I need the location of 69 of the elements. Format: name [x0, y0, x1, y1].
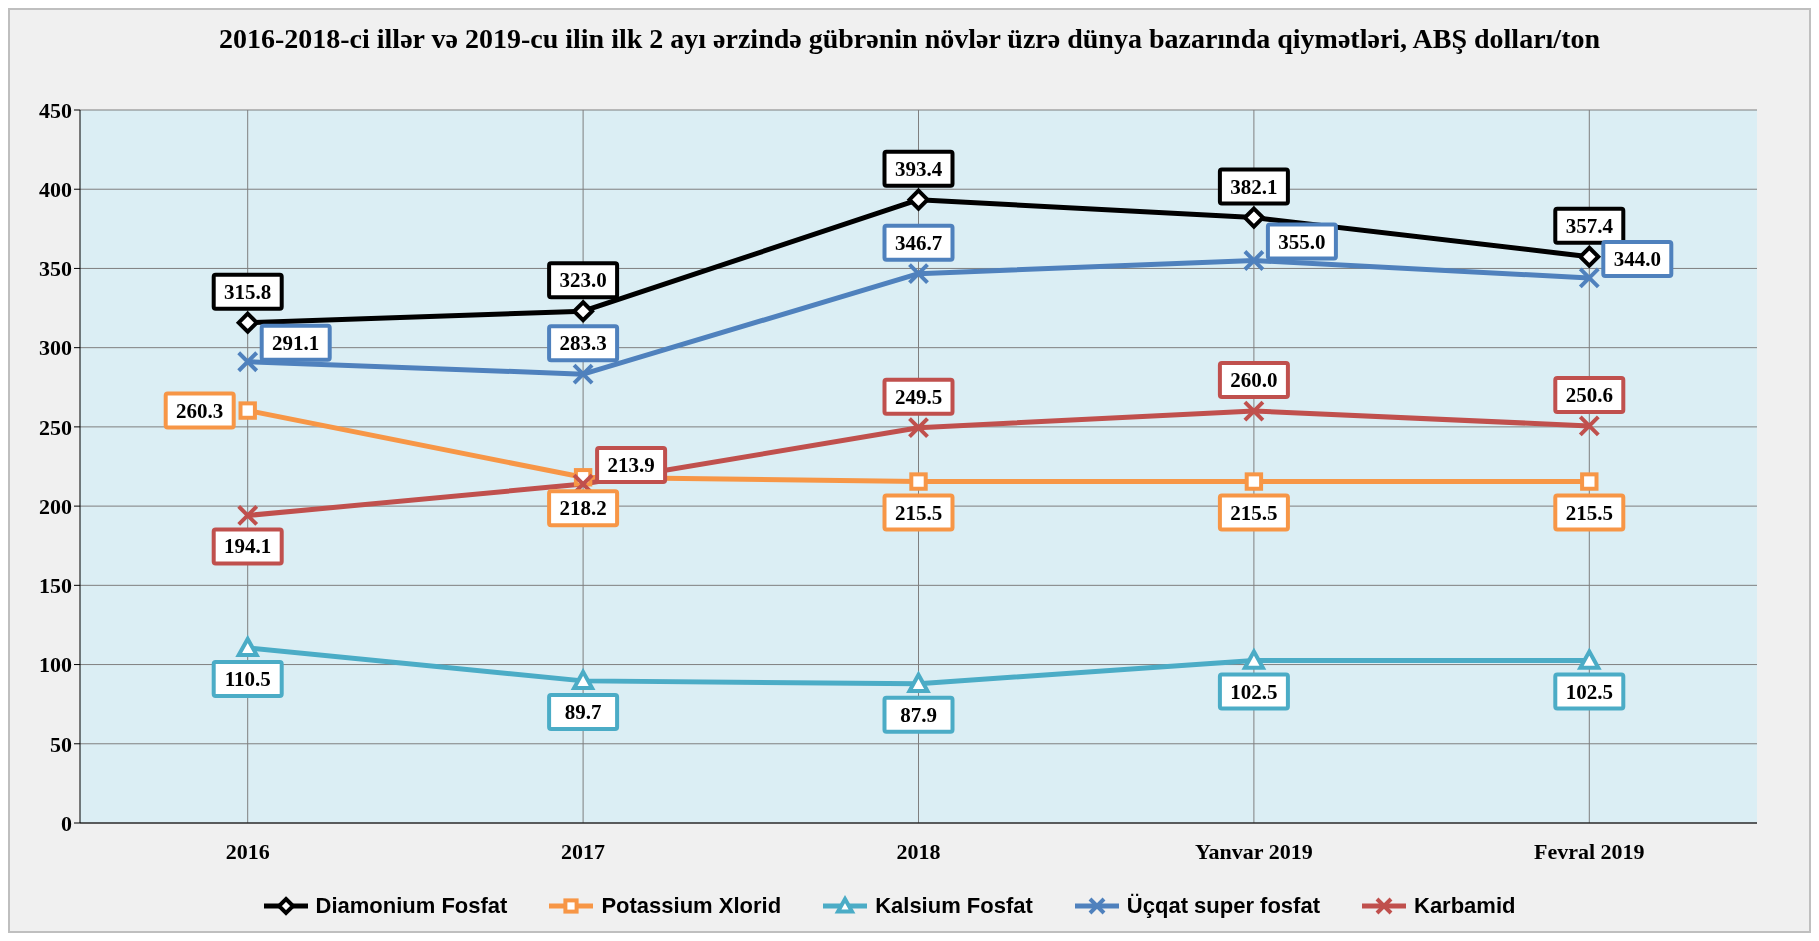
point: [1242, 400, 1265, 423]
x-tick-label: Yanvar 2019: [1195, 838, 1313, 864]
legend-label: Potassium Xlorid: [601, 893, 782, 919]
point: [1578, 266, 1601, 289]
point: [1244, 472, 1264, 491]
y-tick-label: 150: [39, 573, 72, 599]
data-label: 102.5: [1565, 679, 1613, 704]
point: [236, 350, 259, 373]
point: [572, 300, 595, 323]
data-label: 355.0: [1278, 229, 1326, 254]
y-tick-label: 200: [39, 493, 72, 519]
data-label: 260.3: [176, 398, 224, 423]
data-label: 250.6: [1565, 382, 1613, 407]
point: [572, 669, 595, 691]
data-label: 215.5: [1230, 500, 1278, 525]
data-label: 346.7: [894, 230, 943, 255]
point: [1577, 647, 1602, 670]
point: [236, 636, 259, 658]
point: [238, 401, 257, 420]
data-label: 110.5: [224, 666, 271, 691]
point: [236, 311, 259, 334]
y-tick-label: 400: [39, 177, 72, 203]
data-label: 215.5: [894, 500, 943, 525]
x-tick-label: 2018: [896, 838, 941, 864]
point: [1242, 206, 1265, 229]
x-tick-label: 2017: [561, 838, 606, 864]
data-label: 260.0: [1230, 368, 1278, 393]
point: [1578, 414, 1601, 437]
y-tick-label: 0: [61, 810, 72, 836]
legend-label: Üçqat super fosfat: [1126, 893, 1320, 919]
data-label: 87.9: [900, 702, 937, 727]
point: [907, 416, 930, 439]
y-tick-label: 350: [39, 256, 72, 282]
data-label: 102.5: [1230, 679, 1278, 704]
y-tick-label: 100: [39, 652, 72, 678]
point: [1578, 245, 1601, 268]
point: [909, 472, 928, 491]
data-label: 283.3: [559, 331, 607, 356]
point: [236, 504, 259, 527]
point: [572, 363, 595, 386]
y-tick-label: 300: [39, 335, 72, 361]
y-tick-label: 250: [39, 414, 72, 440]
point: [1242, 249, 1265, 272]
data-label: 344.0: [1613, 246, 1661, 271]
point: [1580, 472, 1599, 491]
legend-label: Karbamid: [1414, 893, 1516, 919]
data-label: 315.8: [224, 279, 272, 304]
point: [907, 188, 930, 211]
y-tick-label: 50: [50, 731, 72, 757]
data-label: 393.4: [894, 156, 943, 181]
data-label: 291.1: [272, 330, 320, 355]
point: [906, 670, 931, 693]
data-label: 382.1: [1230, 174, 1278, 199]
legend-label: Diamonium Fosfat: [315, 893, 508, 919]
x-tick-label: 2016: [225, 838, 270, 864]
data-label: 89.7: [564, 699, 602, 724]
data-label: 249.5: [894, 384, 943, 409]
point: [1241, 647, 1267, 670]
chart-title: 2016-2018-ci illər və 2019-cu ilin ilk 2 ayı ərzində gübrənin növlər üzrə dünya bazarında qiymətləri, ABŞ dolları/ton: [218, 23, 1601, 54]
data-label: 218.2: [559, 496, 607, 521]
x-tick-label: Fevral 2019: [1534, 838, 1645, 864]
y-tick-label: 450: [39, 97, 72, 123]
data-label: 323.0: [559, 268, 607, 293]
data-label: 213.9: [607, 453, 655, 478]
point: [907, 262, 930, 285]
data-label: 194.1: [224, 534, 272, 559]
legend-label: Kalsium Fosfat: [875, 893, 1033, 919]
data-label: 215.5: [1565, 500, 1613, 525]
data-label: 357.4: [1565, 213, 1614, 238]
